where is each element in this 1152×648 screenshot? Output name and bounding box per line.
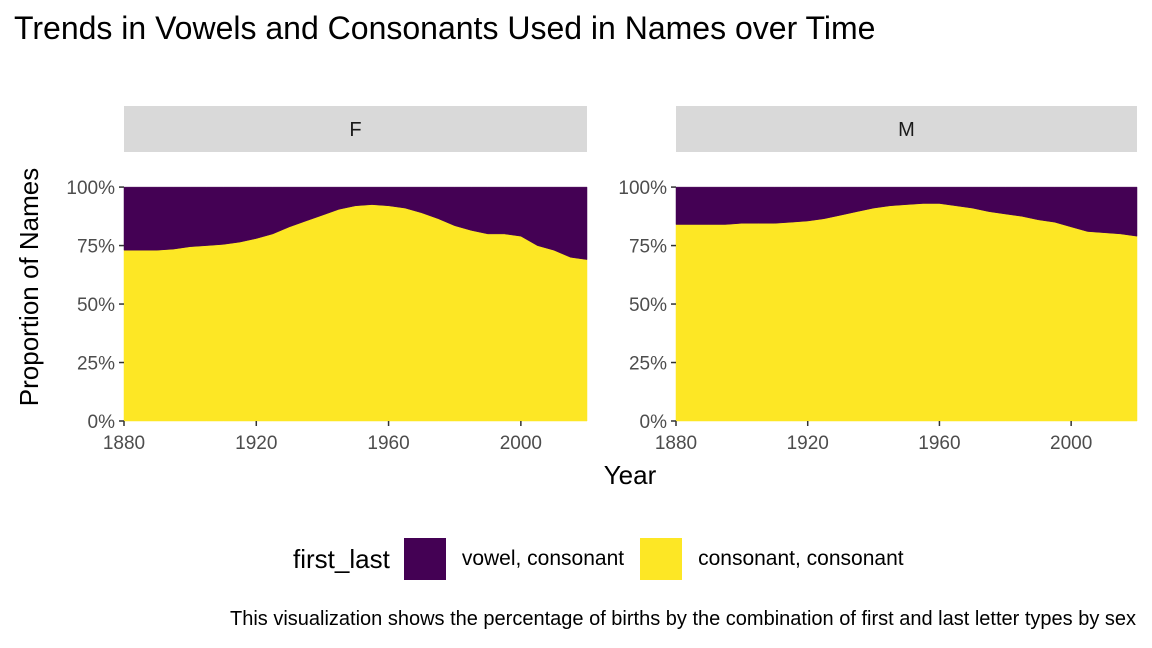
area-F-vowel-consonant (123, 186, 588, 260)
chart-title: Trends in Vowels and Consonants Used in … (14, 10, 876, 46)
legend-key-consonant-consonant (640, 538, 683, 580)
x-tick-label-F: 1920 (235, 433, 277, 454)
y-tick-label-F: 100% (66, 178, 115, 199)
legend-label-vowel-consonant: vowel, consonant (461, 547, 625, 570)
facet-label-M: M (898, 119, 915, 141)
x-tick-label-F: 1880 (103, 433, 145, 454)
facet-strip-M (676, 106, 1137, 152)
x-tick-label-M: 1880 (655, 433, 697, 454)
y-tick-label-F: 0% (88, 412, 116, 433)
y-tick-label-M: 25% (629, 354, 667, 375)
y-tick-label-M: 100% (618, 178, 667, 199)
legend-title: first_last (293, 543, 390, 574)
y-tick-label-F: 25% (77, 354, 115, 375)
x-axis-title: Year (604, 460, 657, 490)
legend-key-vowel-consonant (403, 538, 446, 580)
y-tick-label-F: 75% (77, 237, 115, 258)
facet-label-F: F (349, 119, 361, 141)
y-tick-label-F: 50% (77, 295, 115, 316)
x-tick-label-M: 1960 (918, 433, 960, 454)
y-tick-label-M: 50% (629, 295, 667, 316)
chart-caption: This visualization shows the percentage … (229, 608, 1136, 630)
x-tick-label-M: 1920 (787, 433, 829, 454)
area-M-consonant-consonant (675, 203, 1138, 422)
facet-strip-F (124, 106, 587, 152)
area-M-vowel-consonant (675, 186, 1138, 237)
legend: first_last vowel, consonant consonant, c… (293, 538, 920, 580)
x-tick-label-F: 2000 (500, 433, 542, 454)
y-axis-title: Proportion of Names (14, 168, 44, 406)
x-tick-label-M: 2000 (1050, 433, 1092, 454)
y-tick-label-M: 75% (629, 237, 667, 258)
legend-label-consonant-consonant: consonant, consonant (698, 547, 904, 570)
x-tick-label-F: 1960 (367, 433, 409, 454)
y-tick-label-M: 0% (640, 412, 668, 433)
